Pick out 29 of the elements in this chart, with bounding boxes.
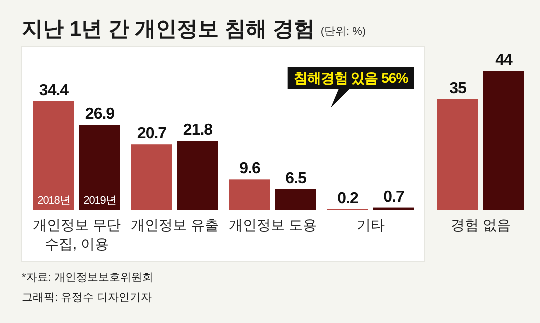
x-tick-label: 개인정보 도용: [229, 217, 317, 233]
data-label: 21.8: [183, 122, 214, 140]
bar: [178, 141, 218, 210]
data-label: 35: [450, 80, 467, 98]
chart-subtitle: (단위: %): [320, 26, 366, 38]
data-label: 20.7: [137, 126, 168, 143]
series-label: 2019년: [84, 195, 116, 207]
data-label: 26.9: [85, 106, 116, 124]
text: *자료: 개인정보보호위원회: [22, 272, 154, 284]
text: 그래픽: 유정수 디자인기자: [22, 292, 152, 304]
callout: 침해경험 있음 56%: [288, 67, 414, 108]
data-label: 34.4: [39, 82, 70, 100]
data-label: 0.7: [384, 188, 405, 206]
bar: [34, 101, 74, 210]
x-tick-label: 개인정보 무단 수집, 이용: [33, 217, 121, 252]
chart-title: 지난 1년 간 개인정보 침해 경험: [22, 18, 315, 41]
data-label: 0.2: [338, 190, 359, 208]
bar: [230, 180, 270, 210]
series-label: 2018년: [38, 195, 70, 207]
annotation: 침해경험 있음 56%: [294, 70, 410, 86]
data-label: 9.6: [240, 160, 261, 178]
bar: [276, 189, 316, 210]
x-tick-label: 개인정보 유출: [131, 217, 219, 233]
data-label: 6.5: [286, 170, 307, 188]
x-tick-label: 경험 없음: [451, 217, 511, 233]
bar: [80, 125, 120, 210]
data-label: 44: [496, 52, 513, 69]
bar: [132, 144, 172, 210]
x-tick-label: 기타: [357, 217, 385, 233]
